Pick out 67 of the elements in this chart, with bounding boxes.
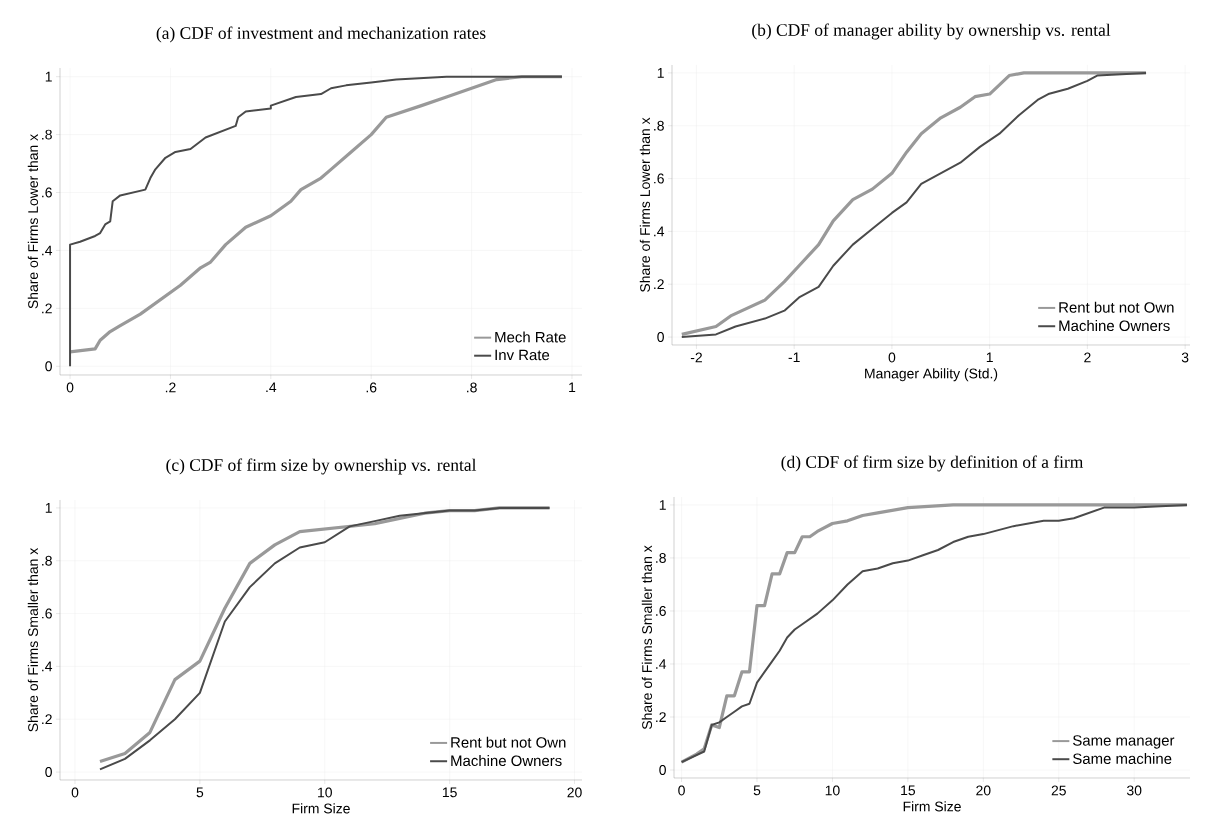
x-axis-title: Firm Size (903, 801, 961, 812)
y-tick-label: 0 (659, 765, 666, 775)
y-tick-label: .6 (654, 173, 664, 184)
x-tick-label: 0 (678, 785, 685, 796)
x-tick-label: -1 (788, 352, 800, 363)
chart-title: (d) CDF of firm size by definition of a firm (781, 455, 1084, 472)
y-tick-label: .2 (42, 714, 52, 725)
y-tick-label: .6 (42, 187, 52, 198)
x-tick-label: 0 (888, 352, 896, 363)
y-tick-label: .2 (656, 712, 666, 722)
y-tick-label: .8 (656, 553, 666, 563)
legend-label: Same machine (1073, 753, 1172, 765)
x-tick-label: 1 (569, 382, 576, 393)
x-tick-label: .2 (165, 382, 176, 393)
legend-label: Inv Rate (495, 349, 550, 361)
legend-label: Same manager (1073, 735, 1175, 749)
legend-label: Rent but not Own (1059, 301, 1174, 313)
legend-label: Mech Rate (495, 331, 566, 343)
y-tick-label: 1 (659, 500, 666, 510)
x-axis-title: Manager Ability (Std.) (865, 368, 998, 382)
x-tick-label: 15 (901, 785, 916, 796)
x-tick-label: 5 (196, 787, 204, 798)
x-tick-label: 20 (567, 787, 582, 798)
y-tick-label: 1 (657, 68, 664, 78)
x-axis-title: Firm Size (292, 803, 350, 814)
y-tick-label: .4 (42, 661, 53, 672)
y-tick-label: .6 (656, 606, 666, 616)
y-tick-label: .2 (42, 303, 52, 314)
y-tick-label: 0 (45, 361, 52, 372)
y-tick-label: .2 (654, 279, 664, 290)
legend-label: Machine Owners (451, 755, 562, 767)
chart-title: (a) CDF of investment and mechanization rates (156, 26, 486, 43)
x-tick-label: 15 (442, 787, 457, 798)
x-tick-label: 2 (1084, 352, 1091, 363)
x-tick-label: .6 (366, 382, 377, 393)
x-tick-label: -2 (690, 352, 702, 363)
y-axis-title: Share of Firms Smaller than x (27, 547, 39, 732)
x-tick-label: .4 (266, 382, 277, 393)
x-tick-label: 10 (825, 785, 840, 796)
x-tick-label: 5 (753, 785, 761, 796)
x-tick-label: 30 (1126, 785, 1142, 796)
y-tick-label: .6 (42, 608, 52, 619)
y-tick-label: .8 (42, 129, 52, 140)
y-tick-label: .4 (42, 245, 53, 256)
chart-title: (b) CDF of manager ability by ownership vs. rental (752, 23, 1111, 40)
x-tick-label: 3 (1181, 352, 1189, 363)
y-tick-label: 0 (657, 332, 664, 342)
y-tick-label: 1 (45, 503, 52, 513)
y-tick-label: .8 (42, 555, 52, 566)
x-tick-label: 20 (976, 785, 991, 796)
x-tick-label: 0 (66, 382, 74, 393)
y-axis-title: Share of Firms Lower than x (27, 134, 39, 309)
y-axis-title: Share of Firms Smaller than x (641, 545, 653, 730)
y-tick-label: .4 (654, 226, 665, 237)
legend-label: Rent but not Own (451, 736, 566, 748)
x-tick-label: 1 (986, 352, 993, 363)
y-tick-label: .4 (656, 659, 667, 669)
y-axis-title: Share of Firms Lower than x (639, 117, 651, 292)
y-tick-label: 1 (45, 71, 52, 82)
x-tick-label: .8 (467, 382, 477, 393)
legend-label: Machine Owners (1059, 320, 1170, 332)
y-tick-label: 0 (45, 767, 52, 777)
x-tick-label: 0 (71, 787, 79, 798)
chart-title: (c) CDF of firm size by ownership vs. rental (166, 458, 477, 475)
x-tick-label: 25 (1051, 785, 1066, 796)
y-tick-label: .8 (654, 120, 664, 131)
x-tick-label: 10 (318, 787, 332, 798)
